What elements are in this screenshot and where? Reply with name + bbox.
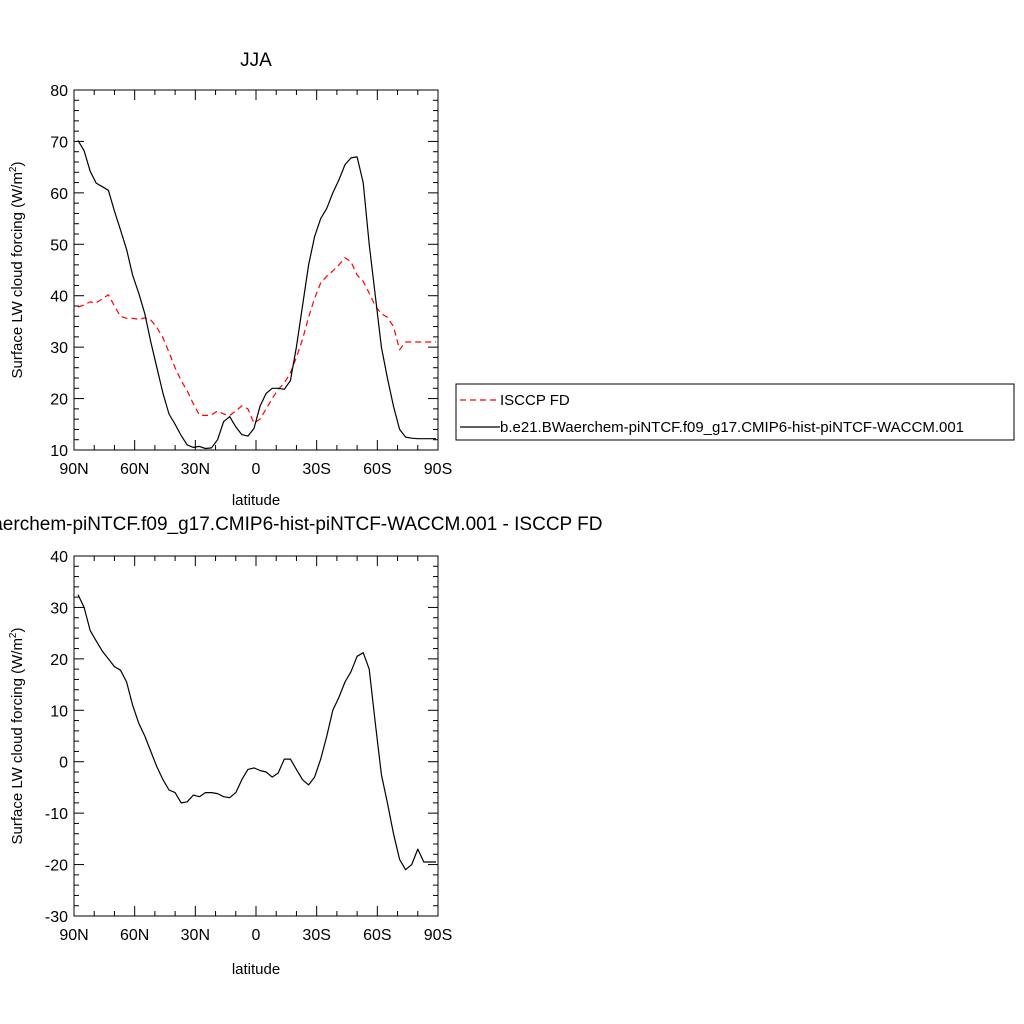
top-x-tick-label: 60N bbox=[120, 461, 149, 478]
bottom-y-tick-label: -20 bbox=[45, 858, 68, 875]
top-y-tick-label: 70 bbox=[50, 134, 68, 151]
bottom-x-tick-label: 30N bbox=[181, 927, 210, 944]
top-series-line-0 bbox=[77, 257, 436, 424]
top-x-tick-label: 60S bbox=[363, 461, 391, 478]
bottom-y-tick-label: -30 bbox=[45, 909, 68, 926]
top-series-line-1 bbox=[77, 140, 436, 450]
bottom-series-line-0 bbox=[77, 594, 436, 871]
bottom-title: b.e21.BWaerchem-piNTCF.f09_g17.CMIP6-his… bbox=[0, 514, 602, 535]
top-y-tick-label: 10 bbox=[50, 443, 68, 460]
bottom-ticks: 90N 60N 30N 0 30S 60S 90S -30 -20 -10 0 10 20 30 40 bbox=[45, 549, 452, 944]
top-panel: JJA 90N 60N 30N 0 30S 60S 90S1020304050607080 … bbox=[8, 50, 1015, 509]
top-x-tick-label: 90N bbox=[59, 461, 88, 478]
bottom-x-tick-label: 60S bbox=[363, 927, 391, 944]
bottom-plot-frame bbox=[73, 555, 439, 917]
bottom-x-tick-label: 60N bbox=[120, 927, 149, 944]
bottom-y-tick-label: 10 bbox=[50, 703, 68, 720]
bottom-x-axis-label: latitude bbox=[232, 961, 280, 978]
legend: ISCCP FD b.e21.BWaerchem-piNTCF.f09_g17.… bbox=[455, 383, 1015, 441]
top-y-tick-label: 40 bbox=[50, 289, 68, 306]
bottom-y-tick-label: 20 bbox=[50, 652, 68, 669]
top-title: JJA bbox=[240, 50, 272, 71]
bottom-panel: b.e21.BWaerchem-piNTCF.f09_g17.CMIP6-his… bbox=[0, 514, 602, 978]
bottom-y-axis-label: Surface LW cloud forcing (W/m2) bbox=[8, 627, 26, 844]
top-y-tick-label: 60 bbox=[50, 186, 68, 203]
top-y-axis-label: Surface LW cloud forcing (W/m2) bbox=[8, 161, 26, 378]
legend-entry-isccp: ISCCP FD bbox=[500, 392, 570, 409]
top-x-tick-label: 0 bbox=[252, 461, 261, 478]
legend-box bbox=[455, 383, 1015, 441]
bottom-y-tick-label: 30 bbox=[50, 600, 68, 617]
bottom-x-tick-label: 30S bbox=[302, 927, 330, 944]
top-y-tick-label: 80 bbox=[50, 83, 68, 100]
bottom-y-tick-label: -10 bbox=[45, 806, 68, 823]
top-y-tick-label: 20 bbox=[50, 392, 68, 409]
legend-entry-model: b.e21.BWaerchem-piNTCF.f09_g17.CMIP6-his… bbox=[500, 419, 964, 436]
top-y-tick-label: 50 bbox=[50, 237, 68, 254]
top-x-tick-label: 30S bbox=[302, 461, 330, 478]
top-plot-frame bbox=[73, 89, 439, 451]
bottom-y-tick-label: 40 bbox=[50, 549, 68, 566]
top-x-tick-label: 30N bbox=[181, 461, 210, 478]
top-plot-lines bbox=[77, 140, 436, 450]
bottom-x-tick-label: 90S bbox=[424, 927, 452, 944]
bottom-x-tick-label: 0 bbox=[252, 927, 261, 944]
bottom-x-tick-label: 90N bbox=[59, 927, 88, 944]
top-x-tick-label: 90S bbox=[424, 461, 452, 478]
top-ticks: 90N 60N 30N 0 30S 60S 90S 10 20 30 40 50 60 70 80 bbox=[50, 83, 452, 478]
top-y-tick-label: 30 bbox=[50, 340, 68, 357]
bottom-y-tick-label: 0 bbox=[59, 755, 68, 772]
bottom-plot-lines bbox=[77, 594, 436, 871]
top-x-axis-label: latitude bbox=[232, 492, 280, 509]
